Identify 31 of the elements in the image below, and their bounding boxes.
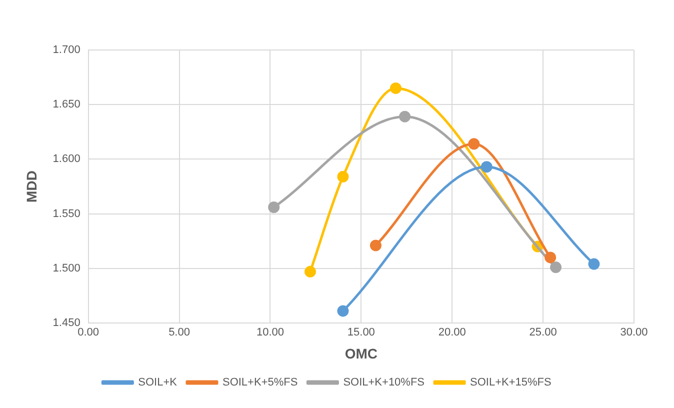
x-tick-label: 5.00 — [168, 326, 190, 339]
point — [468, 138, 480, 150]
point — [480, 161, 492, 173]
point — [337, 170, 349, 182]
y-tick-label: 1.650 — [52, 98, 80, 111]
x-axis-title: OMC — [344, 345, 378, 362]
x-tick-label: 15.00 — [347, 326, 375, 339]
x-tick-label: 0.00 — [78, 326, 100, 339]
legend-label: SOIL+K+5%FS — [222, 376, 298, 389]
x-tick-label: 30.00 — [620, 326, 648, 339]
y-tick-label: 1.500 — [52, 262, 80, 274]
y-tick-label: 1.700 — [52, 44, 80, 56]
point — [390, 82, 402, 94]
point — [544, 252, 556, 264]
x-tick-label: 10.00 — [256, 326, 284, 339]
legend-label: SOIL+K+10%FS — [343, 376, 425, 389]
point — [588, 258, 600, 270]
point — [550, 262, 562, 274]
y-tick-label: 1.450 — [52, 317, 80, 330]
y-axis-title: MDD — [23, 170, 40, 202]
point — [304, 266, 316, 278]
x-tick-label: 20.00 — [438, 326, 466, 339]
legend-label: SOIL+K — [138, 376, 178, 389]
y-tick-label: 1.600 — [52, 153, 80, 166]
point — [370, 240, 382, 252]
point — [268, 202, 280, 213]
legend-label: SOIL+K+15%FS — [470, 376, 552, 389]
x-tick-label: 25.00 — [529, 326, 557, 339]
y-tick-label: 1.550 — [52, 208, 80, 220]
point — [399, 110, 411, 122]
point — [337, 305, 349, 317]
